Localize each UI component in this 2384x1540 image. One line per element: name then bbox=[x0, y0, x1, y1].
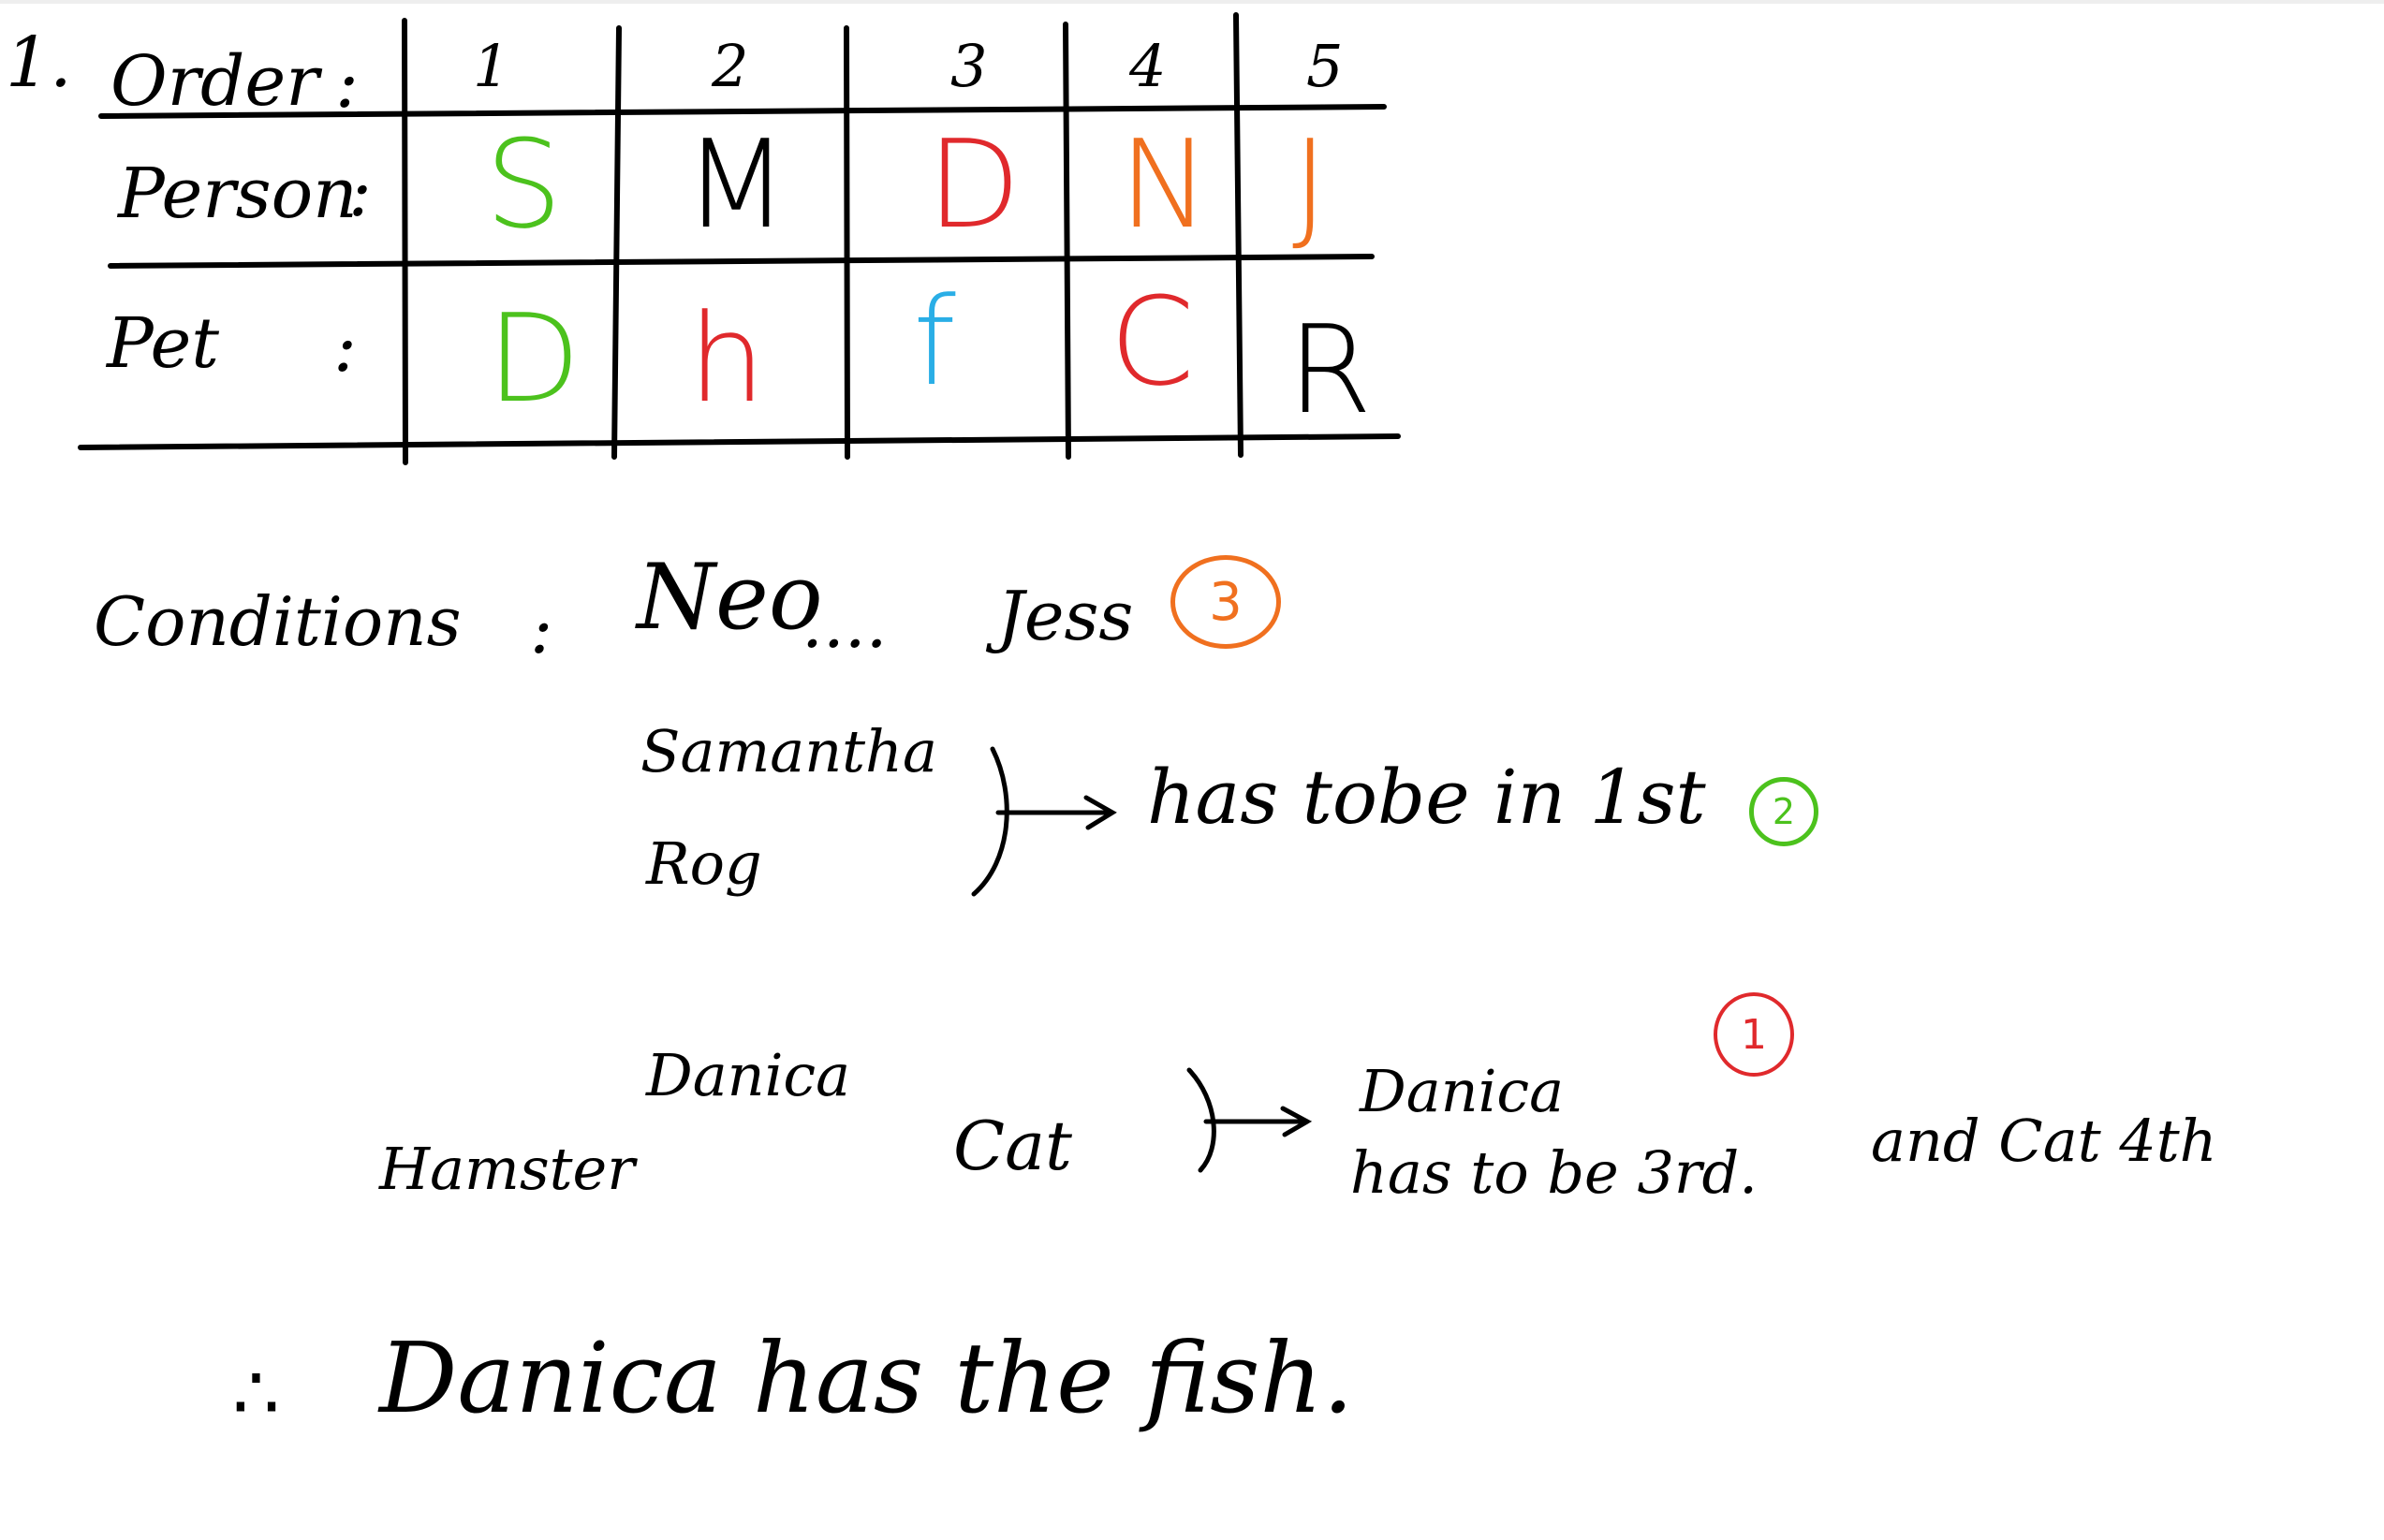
c1-marker: 1 bbox=[1714, 992, 1794, 1077]
grid-line-h2 bbox=[108, 254, 1375, 269]
grid-line-h3 bbox=[78, 433, 1401, 450]
c3-marker: 3 bbox=[1170, 555, 1281, 649]
therefore-symbol: ∴ bbox=[232, 1349, 280, 1436]
row-colon-pet: : bbox=[333, 307, 357, 388]
c1-hamster: Hamster bbox=[379, 1135, 635, 1203]
row-label-order: Order bbox=[110, 41, 319, 122]
person-cell-4: N bbox=[1119, 113, 1211, 256]
bracket-c2 bbox=[971, 746, 1009, 897]
order-cell-2: 2 bbox=[712, 32, 749, 100]
c2-name-b: Rog bbox=[646, 829, 762, 898]
person-cell-2: M bbox=[684, 113, 789, 256]
grid-line-v3 bbox=[844, 25, 850, 460]
arrow-c1 bbox=[1203, 1106, 1313, 1137]
row-label-pet: Pet bbox=[107, 303, 219, 384]
grid-line-h1 bbox=[98, 104, 1387, 119]
c1-result-line2: has to be 3rd. bbox=[1350, 1138, 1758, 1207]
c2-name-a: Samantha bbox=[640, 717, 937, 785]
order-cell-4: 4 bbox=[1129, 32, 1167, 100]
person-cell-1: S bbox=[485, 113, 563, 256]
arrow-c2 bbox=[995, 795, 1117, 830]
pet-cell-4: C bbox=[1110, 271, 1195, 413]
c1-name: Danica bbox=[646, 1041, 851, 1109]
problem-number: 1. bbox=[6, 22, 72, 103]
order-cell-1: 1 bbox=[473, 32, 510, 100]
order-cell-3: 3 bbox=[950, 32, 988, 100]
conditions-colon: : bbox=[530, 590, 553, 668]
row-colon-person: : bbox=[348, 152, 372, 232]
c1-extra: and Cat 4th bbox=[1871, 1107, 2217, 1175]
c3-name-a: Neo bbox=[637, 545, 823, 650]
person-cell-5: J bbox=[1292, 113, 1329, 256]
top-edge bbox=[0, 0, 2384, 4]
c3-dots: .... bbox=[802, 584, 888, 663]
pet-cell-1: D bbox=[487, 287, 581, 430]
c2-result: has tobe in 1st bbox=[1147, 754, 1706, 841]
conclusion-text: Danica has the fish. bbox=[379, 1321, 1354, 1435]
pet-cell-2: h bbox=[688, 287, 766, 430]
c1-result-line1: Danica bbox=[1360, 1057, 1565, 1125]
row-label-person: Person bbox=[118, 154, 358, 234]
c1-cat: Cat bbox=[953, 1107, 1072, 1185]
grid-line-v4 bbox=[1063, 22, 1071, 460]
pet-cell-3: f bbox=[913, 271, 956, 413]
order-cell-5: 5 bbox=[1306, 32, 1344, 100]
grid-line-v5 bbox=[1233, 12, 1244, 458]
person-cell-3: D bbox=[927, 113, 1022, 256]
c3-name-b: Jess bbox=[997, 577, 1134, 655]
row-colon-order: : bbox=[335, 43, 359, 124]
pet-cell-5: R bbox=[1288, 299, 1373, 441]
conditions-label: Conditions bbox=[94, 582, 462, 661]
c2-marker: 2 bbox=[1749, 777, 1818, 846]
grid-line-v2 bbox=[611, 25, 622, 460]
